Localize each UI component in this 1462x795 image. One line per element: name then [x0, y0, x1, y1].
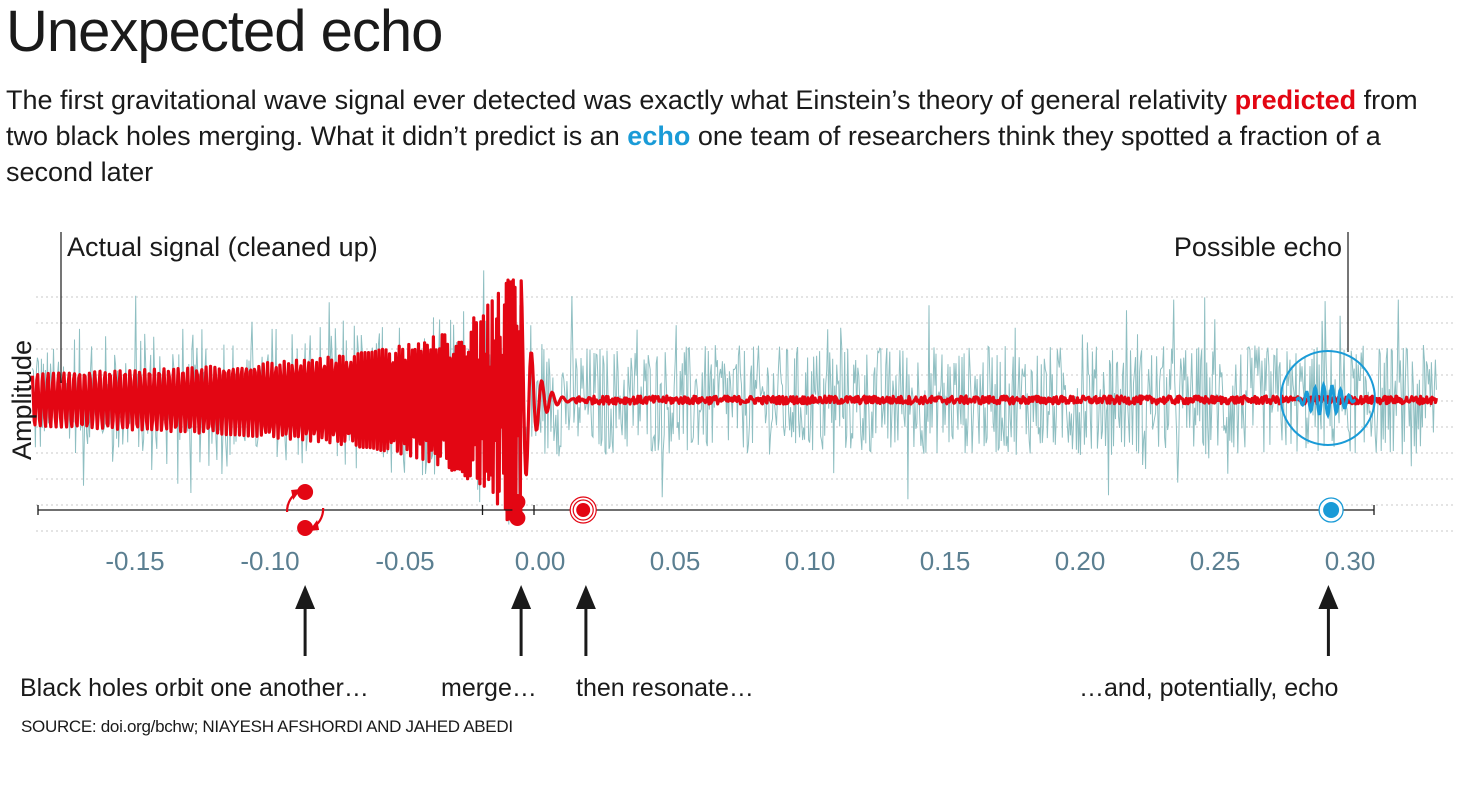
- annotation-actual-signal: Actual signal (cleaned up): [67, 232, 378, 262]
- x-tick-label: -0.05: [375, 546, 434, 576]
- stage-arrowhead: [575, 585, 596, 609]
- x-tick-label: 0.25: [1190, 546, 1241, 576]
- x-axis-ticks: -0.15 -0.10 -0.05 0.00 0.05 0.10 0.15 0.20 0.25 0…: [105, 546, 1375, 576]
- orbit-black-hole-icon: [297, 484, 314, 500]
- event-timeline: [37, 484, 1375, 536]
- resonate-core-icon: [576, 503, 591, 517]
- stage-labels: Black holes orbit one another… merge… then…: [20, 674, 1338, 702]
- stage-arrows: [295, 585, 1339, 656]
- x-tick-label: 0.15: [920, 546, 971, 576]
- x-tick-label: 0.00: [515, 546, 566, 576]
- orbit-arrowhead-icon: [309, 520, 320, 531]
- stage-arrowhead: [511, 585, 532, 609]
- x-tick-label: 0.05: [650, 546, 701, 576]
- x-tick-label: 0.20: [1055, 546, 1106, 576]
- predicted-signal-line: [30, 278, 1438, 522]
- x-tick-label: 0.10: [785, 546, 836, 576]
- stage-arrowhead: [1318, 585, 1339, 609]
- echo-core-icon: [1323, 502, 1340, 518]
- annotation-possible-echo: Possible echo: [1174, 232, 1342, 262]
- intro-part-2: from two black holes merging. What it di…: [6, 85, 1418, 151]
- echo-highlight-circle: [1279, 350, 1376, 446]
- intro-part-3: one team of researchers think they spott…: [6, 121, 1381, 187]
- x-tick-label: -0.10: [240, 546, 299, 576]
- merge-neck-icon: [512, 502, 523, 518]
- intro-text: The first gravitational wave signal ever…: [6, 82, 1446, 190]
- stage-label: …and, potentially, echo: [1079, 674, 1338, 702]
- annotation-leaders: [60, 232, 1349, 383]
- page-title: Unexpected echo: [6, 0, 443, 64]
- intro-predicted-highlight: predicted: [1234, 85, 1357, 115]
- intro-part-1: The first gravitational wave signal ever…: [6, 85, 1235, 115]
- x-tick-label: -0.15: [105, 546, 164, 576]
- orbit-black-hole-icon: [297, 520, 314, 536]
- echo-signal-series: [1279, 350, 1376, 446]
- stage-label: Black holes orbit one another…: [20, 674, 369, 702]
- resonate-ring-icon: [572, 499, 594, 521]
- x-tick-label: 0.30: [1325, 546, 1376, 576]
- echo-signal-line: [1295, 380, 1356, 420]
- stage-label: merge…: [441, 674, 537, 702]
- y-axis-label: Amplitude: [7, 340, 37, 460]
- stage-arrowhead: [295, 585, 316, 609]
- stage-label: then resonate…: [576, 674, 754, 702]
- source-credit: SOURCE: doi.org/bchw; NIAYESH AFSHORDI A…: [21, 717, 513, 736]
- predicted-signal-series: [30, 278, 1438, 522]
- orbit-arrowhead-icon: [291, 489, 302, 500]
- intro-echo-highlight: echo: [627, 121, 691, 151]
